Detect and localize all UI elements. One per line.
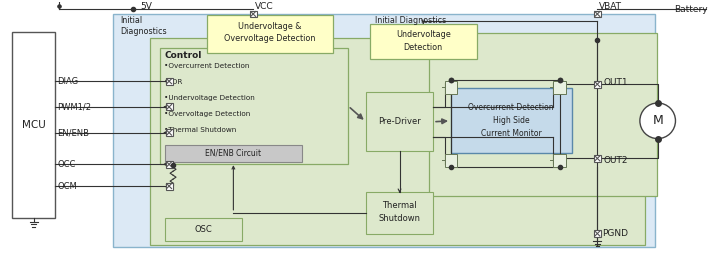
Text: Battery: Battery: [674, 5, 708, 14]
Text: Pre-Driver: Pre-Driver: [378, 117, 421, 126]
Text: Shutdown: Shutdown: [379, 214, 420, 223]
Text: PWM1/2: PWM1/2: [57, 102, 92, 111]
Bar: [165, 103, 173, 110]
Bar: [451, 88, 571, 153]
Bar: [150, 38, 645, 246]
Text: EN/ENB Circuit: EN/ENB Circuit: [205, 149, 261, 158]
Bar: [165, 145, 301, 162]
Bar: [165, 78, 173, 85]
Bar: [165, 129, 173, 136]
Bar: [594, 81, 601, 88]
Text: VBAT: VBAT: [599, 2, 622, 10]
Text: M: M: [652, 114, 663, 127]
Bar: [370, 24, 477, 59]
Text: OUT1: OUT1: [604, 78, 628, 87]
Bar: [207, 15, 333, 52]
Text: Undervoltage &: Undervoltage &: [238, 22, 301, 31]
Text: DIAG: DIAG: [57, 77, 79, 86]
Bar: [165, 183, 173, 189]
Text: Control: Control: [164, 51, 201, 60]
Bar: [165, 161, 173, 168]
Text: EN/ENB: EN/ENB: [57, 128, 90, 137]
Text: Overcurrent Detection: Overcurrent Detection: [468, 103, 554, 112]
Bar: [165, 218, 242, 241]
Text: OSC: OSC: [195, 225, 213, 234]
Bar: [366, 92, 433, 152]
Text: 5V: 5V: [140, 2, 153, 10]
Bar: [250, 10, 256, 17]
Text: OCM: OCM: [57, 182, 77, 190]
Bar: [12, 32, 55, 218]
Text: Initial Diagnostics: Initial Diagnostics: [374, 16, 446, 25]
Bar: [160, 48, 348, 164]
Bar: [366, 192, 433, 233]
Text: Detection: Detection: [404, 43, 442, 52]
Text: PGND: PGND: [602, 229, 628, 238]
Text: OCC: OCC: [57, 160, 76, 169]
Bar: [445, 154, 458, 167]
Text: Initial
Diagnostics: Initial Diagnostics: [120, 16, 168, 36]
Text: MCU: MCU: [21, 120, 46, 130]
Bar: [594, 10, 601, 17]
Text: Overvoltage Detection: Overvoltage Detection: [224, 34, 316, 43]
Bar: [429, 33, 657, 196]
Bar: [553, 154, 566, 167]
Circle shape: [640, 103, 675, 138]
Text: •Thermal Shutdown: •Thermal Shutdown: [164, 127, 236, 133]
Text: High Side: High Side: [493, 116, 530, 125]
Text: •Overvoltage Detection: •Overvoltage Detection: [164, 111, 251, 117]
Text: Undervoltage: Undervoltage: [396, 30, 450, 39]
Text: Thermal: Thermal: [382, 201, 417, 210]
Text: •POR: •POR: [164, 79, 183, 85]
Text: •Overcurrent Detection: •Overcurrent Detection: [164, 63, 249, 69]
Text: VCC: VCC: [255, 2, 274, 10]
Text: •Undervoltage Detection: •Undervoltage Detection: [164, 95, 255, 101]
Text: Current Monitor: Current Monitor: [481, 129, 542, 138]
Bar: [594, 155, 601, 162]
Bar: [445, 81, 458, 94]
Text: OUT2: OUT2: [604, 156, 628, 165]
Bar: [112, 14, 654, 247]
Bar: [594, 230, 601, 237]
Bar: [553, 81, 566, 94]
